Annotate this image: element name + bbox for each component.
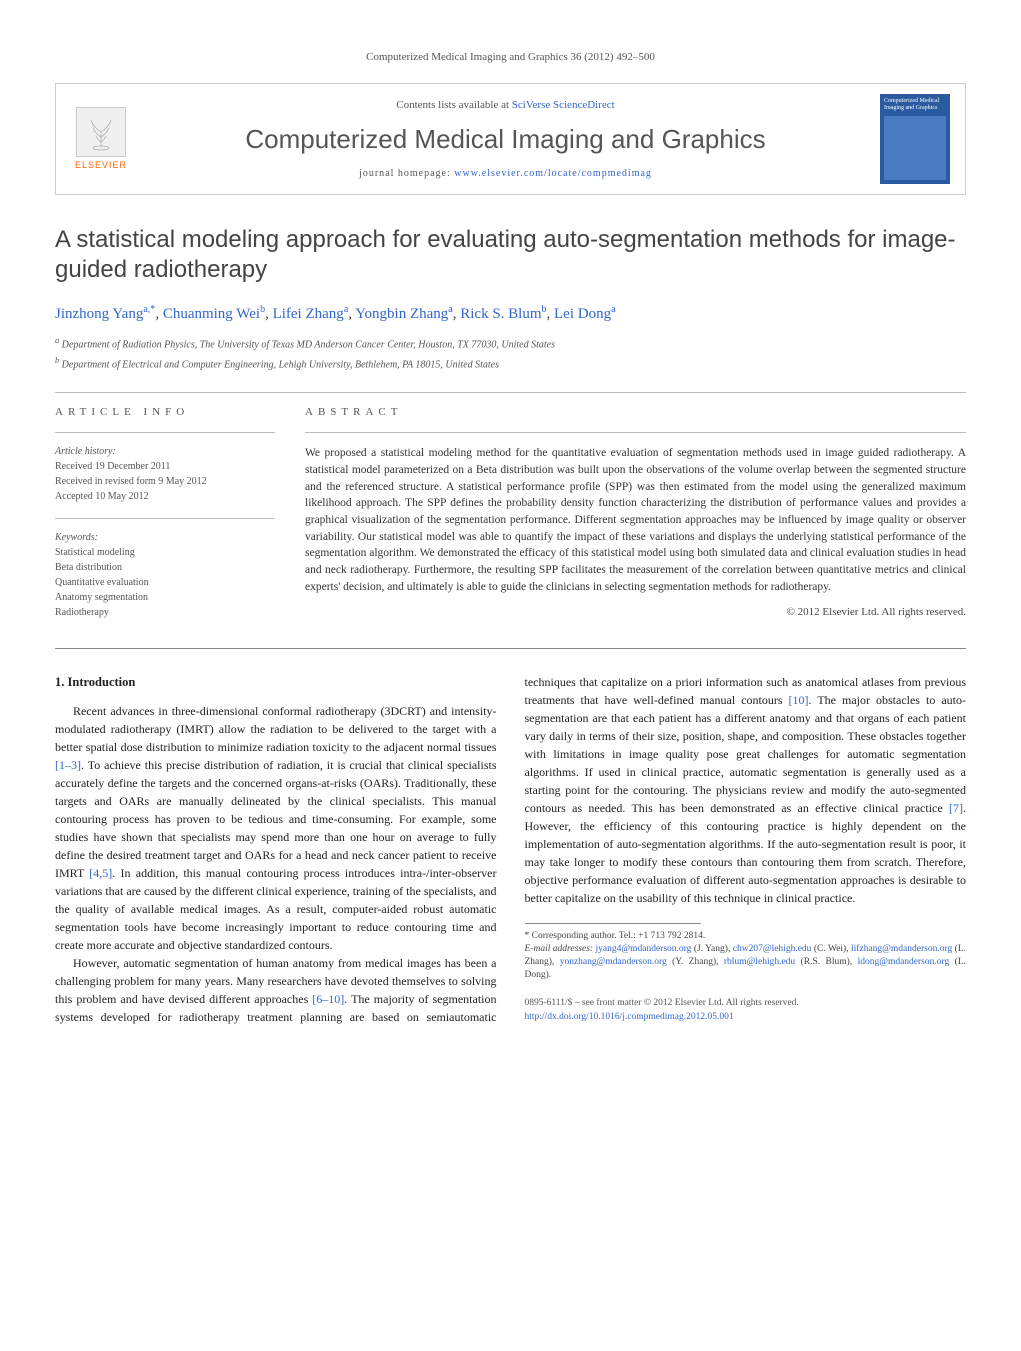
citation-link[interactable]: [1–3] xyxy=(55,758,81,772)
publisher-name: ELSEVIER xyxy=(75,159,127,172)
keyword: Statistical modeling xyxy=(55,546,275,560)
author-affil-sup: a,* xyxy=(143,304,155,315)
article-info-column: ARTICLE INFO Article history: Received 1… xyxy=(55,405,275,634)
journal-homepage: journal homepage: www.elsevier.com/locat… xyxy=(146,167,865,181)
cover-title: Computerized Medical Imaging and Graphic… xyxy=(884,98,946,111)
author-affil-sup: b xyxy=(260,304,265,315)
body-text: . To achieve this precise distribution o… xyxy=(55,758,497,880)
abstract-label: ABSTRACT xyxy=(305,405,966,420)
elsevier-tree-icon xyxy=(76,107,126,157)
citation-link[interactable]: [6–10] xyxy=(312,992,344,1006)
journal-header: ELSEVIER Contents lists available at Sci… xyxy=(55,83,966,195)
abstract-text: We proposed a statistical modeling metho… xyxy=(305,445,966,595)
publisher-logo: ELSEVIER xyxy=(71,104,131,174)
body-two-column: 1. Introduction Recent advances in three… xyxy=(55,673,966,1026)
article-info-label: ARTICLE INFO xyxy=(55,405,275,420)
email-addresses: E-mail addresses: jyang4@mdanderson.org … xyxy=(525,943,967,981)
keyword: Anatomy segmentation xyxy=(55,591,275,605)
author-affil-sup: a xyxy=(611,304,615,315)
divider xyxy=(55,518,275,519)
author-affil-sup: b xyxy=(542,304,547,315)
homepage-prefix: journal homepage: xyxy=(359,168,454,179)
keyword: Radiotherapy xyxy=(55,606,275,620)
author-list: Jinzhong Yanga,*, Chuanming Weib, Lifei … xyxy=(55,303,966,325)
issn-line: 0895-6111/$ – see front matter © 2012 El… xyxy=(525,996,967,1010)
homepage-link[interactable]: www.elsevier.com/locate/compmedimag xyxy=(454,168,652,179)
affiliation: b Department of Electrical and Computer … xyxy=(55,355,966,372)
body-text: . In addition, this manual contouring pr… xyxy=(55,866,497,952)
body-text: . The major obstacles to auto-segmentati… xyxy=(525,693,967,815)
footnote-divider xyxy=(525,923,702,924)
citation-link[interactable]: [4,5] xyxy=(89,866,112,880)
page: Computerized Medical Imaging and Graphic… xyxy=(0,0,1021,1076)
body-text: . However, the efficiency of this contou… xyxy=(525,801,967,905)
article-title: A statistical modeling approach for eval… xyxy=(55,225,966,285)
contents-prefix: Contents lists available at xyxy=(396,99,511,111)
citation-link[interactable]: [7] xyxy=(949,801,963,815)
sciencedirect-link[interactable]: SciVerse ScienceDirect xyxy=(512,99,615,111)
email-link[interactable]: ldong@mdanderson.org xyxy=(858,957,950,967)
bottom-metadata: 0895-6111/$ – see front matter © 2012 El… xyxy=(525,996,967,1025)
email-link[interactable]: chw207@lehigh.edu xyxy=(733,944,812,954)
history-accepted: Accepted 10 May 2012 xyxy=(55,490,275,504)
journal-reference: Computerized Medical Imaging and Graphic… xyxy=(55,50,966,65)
email-link[interactable]: yonzhang@mdanderson.org xyxy=(560,957,667,967)
history-received: Received 19 December 2011 xyxy=(55,460,275,474)
doi-link[interactable]: http://dx.doi.org/10.1016/j.compmedimag.… xyxy=(525,1012,734,1022)
corresponding-author: * Corresponding author. Tel.: +1 713 792… xyxy=(525,930,967,943)
author-link[interactable]: Rick S. Blum xyxy=(460,306,541,322)
abstract-copyright: © 2012 Elsevier Ltd. All rights reserved… xyxy=(305,605,966,620)
divider-bold xyxy=(55,648,966,649)
journal-cover-thumbnail: Computerized Medical Imaging and Graphic… xyxy=(880,94,950,184)
history-revised: Received in revised form 9 May 2012 xyxy=(55,475,275,489)
author-link[interactable]: Chuanming Wei xyxy=(163,306,260,322)
email-link[interactable]: rblum@lehigh.edu xyxy=(724,957,795,967)
keywords-block: Keywords: Statistical modeling Beta dist… xyxy=(55,531,275,620)
citation-link[interactable]: [10] xyxy=(789,693,809,707)
section-heading: 1. Introduction xyxy=(55,673,497,692)
affiliation: a Department of Radiation Physics, The U… xyxy=(55,335,966,352)
divider xyxy=(55,392,966,393)
divider xyxy=(55,432,275,433)
body-paragraph: Recent advances in three-dimensional con… xyxy=(55,702,497,954)
keyword: Quantitative evaluation xyxy=(55,576,275,590)
author-affil-sup: a xyxy=(448,304,452,315)
article-history: Article history: Received 19 December 20… xyxy=(55,445,275,504)
header-center: Contents lists available at SciVerse Sci… xyxy=(146,98,865,182)
history-label: Article history: xyxy=(55,445,275,459)
footnotes: * Corresponding author. Tel.: +1 713 792… xyxy=(525,930,967,981)
keyword: Beta distribution xyxy=(55,561,275,575)
author-link[interactable]: Jinzhong Yang xyxy=(55,306,143,322)
info-abstract-row: ARTICLE INFO Article history: Received 1… xyxy=(55,405,966,634)
email-link[interactable]: lifzhang@mdanderson.org xyxy=(851,944,952,954)
abstract-column: ABSTRACT We proposed a statistical model… xyxy=(305,405,966,634)
journal-title: Computerized Medical Imaging and Graphic… xyxy=(146,121,865,157)
affiliation-list: a Department of Radiation Physics, The U… xyxy=(55,335,966,372)
email-link[interactable]: jyang4@mdanderson.org xyxy=(596,944,692,954)
author-link[interactable]: Yongbin Zhang xyxy=(355,306,448,322)
author-link[interactable]: Lei Dong xyxy=(554,306,611,322)
author-affil-sup: a xyxy=(344,304,348,315)
author-link[interactable]: Lifei Zhang xyxy=(273,306,344,322)
body-text: Recent advances in three-dimensional con… xyxy=(55,704,497,754)
keywords-label: Keywords: xyxy=(55,531,275,545)
cover-image-placeholder xyxy=(884,116,946,181)
contents-available: Contents lists available at SciVerse Sci… xyxy=(146,98,865,113)
divider xyxy=(305,432,966,433)
